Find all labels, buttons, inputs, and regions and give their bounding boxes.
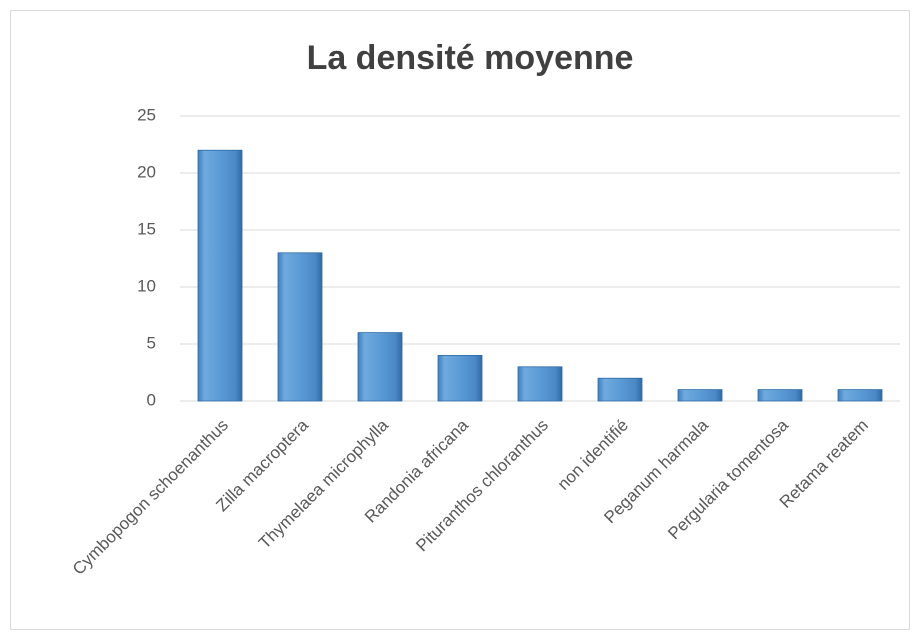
y-tick-label: 25 [137, 105, 156, 124]
bar [677, 389, 723, 402]
chart-title: La densité moyenne [307, 39, 634, 77]
bar [517, 366, 563, 402]
chart-border [10, 10, 910, 630]
bar [277, 252, 323, 402]
bar [357, 332, 403, 402]
y-tick-label: 0 [147, 390, 156, 409]
y-tick-label: 20 [137, 162, 156, 181]
bar [197, 149, 243, 402]
bar [437, 354, 483, 402]
bar [837, 389, 883, 402]
y-tick-label: 15 [137, 219, 156, 238]
bar [757, 389, 803, 402]
bar [597, 377, 643, 402]
y-tick-label: 10 [137, 276, 156, 295]
y-tick-label: 5 [147, 333, 156, 352]
